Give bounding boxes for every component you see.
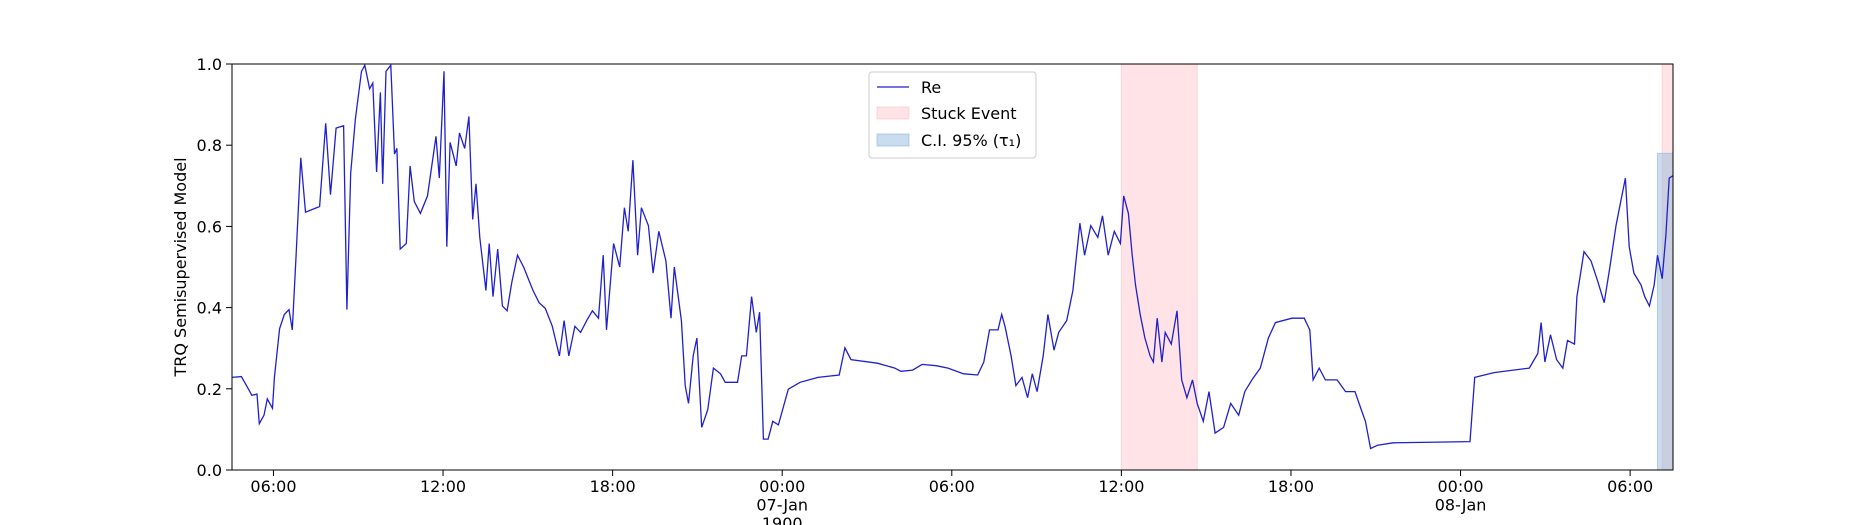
legend-label: Stuck Event xyxy=(921,104,1017,123)
span xyxy=(1120,63,1198,471)
x-tick-label: 18:00 xyxy=(590,477,636,496)
x-tick-label: 06:00 xyxy=(1607,477,1653,496)
x-tick-label: 12:00 xyxy=(420,477,466,496)
legend-label: Re xyxy=(921,78,941,97)
legend-swatch xyxy=(876,106,910,120)
legend-label: C.I. 95% (τ₁) xyxy=(921,131,1021,150)
y-tick-label: 0.6 xyxy=(197,217,222,236)
legend-swatch xyxy=(876,133,910,147)
x-tick-label: 18:00 xyxy=(1268,477,1314,496)
y-tick-label: 0.8 xyxy=(197,136,222,155)
x-tick-label: 06:00 xyxy=(929,477,975,496)
y-tick-label: 1.0 xyxy=(197,55,222,74)
line xyxy=(231,63,1674,450)
legend-box xyxy=(868,71,1037,159)
span xyxy=(1656,152,1674,471)
x-tick-label: 00:00 07-Jan 1900 xyxy=(756,477,808,525)
y-tick-label: 0.2 xyxy=(197,380,222,399)
y-tick-label: 0.4 xyxy=(197,299,222,318)
y-axis-label: TRQ Semisupervised Model xyxy=(171,157,190,377)
y-tick-label: 0.0 xyxy=(197,461,222,480)
x-tick-label: 06:00 xyxy=(250,477,296,496)
x-tick-label: 12:00 xyxy=(1098,477,1144,496)
x-tick-label: 00:00 08-Jan xyxy=(1435,477,1487,514)
plot-frame xyxy=(231,63,1674,471)
